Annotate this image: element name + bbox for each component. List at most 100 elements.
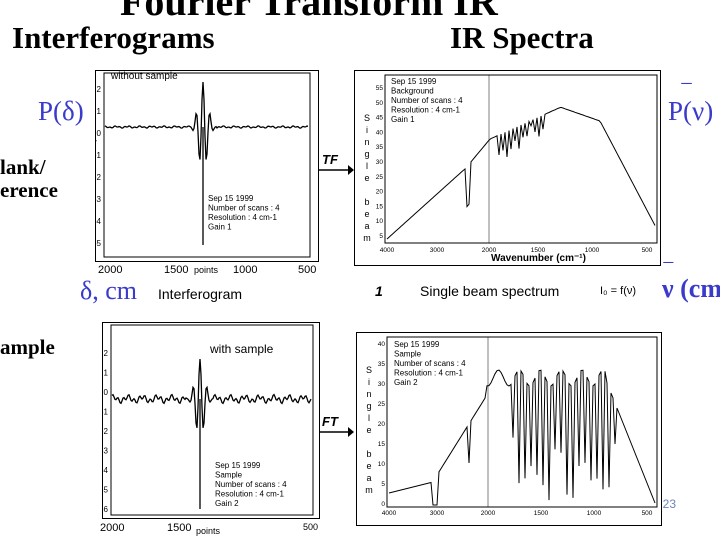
info-0: Sep 15 1999 — [394, 340, 440, 349]
yaxis-letter-9: a — [364, 221, 369, 231]
ytick-0: 2 — [104, 349, 109, 358]
background-spectrum-panel: Sep 15 1999 Background Number of scans : 4… — [354, 70, 661, 266]
info-1: Sample — [394, 350, 422, 359]
ytick-10: 5 — [379, 233, 383, 240]
yaxis-letter-0: S — [364, 113, 370, 123]
delta-cm-label: δ, cm — [80, 276, 137, 306]
ytick-0: 55 — [376, 85, 384, 92]
bl-xunit: points — [196, 526, 220, 536]
ytick-2: 30 — [378, 381, 386, 388]
interferogram-blank-panel: 2 1 0 -1 -2 -3 -4 -5 without sample Sep 15 1999… — [95, 70, 319, 262]
ir-spectra-heading: IR Spectra — [450, 20, 594, 56]
tl-xtick-0: 2000 — [98, 264, 122, 276]
yaxis-letter-7: b — [366, 449, 371, 459]
ytick-4: 20 — [378, 421, 386, 428]
background-spectrum-curve — [387, 107, 655, 239]
bl-xaxis: 2000 1500 points 500 — [100, 522, 322, 538]
tl-xaxis: 2000 1500 points 1000 500 — [98, 264, 318, 278]
yaxis-letter-3: g — [364, 149, 369, 159]
info-2: Number of scans : 4 — [394, 359, 466, 368]
yaxis-letter-10: m — [365, 485, 373, 495]
ytick-7: -5 — [103, 486, 109, 495]
interferogram-caption: Interferogram — [158, 286, 242, 302]
xtick-5: 500 — [642, 247, 653, 254]
p-nu-overbar: ‾ — [682, 81, 691, 112]
info-4: Gain 1 — [391, 115, 415, 124]
yaxis-letter-2: n — [366, 389, 371, 399]
interferogram-sample-plot: with sample Sep 15 1999SampleNumber of s… — [103, 323, 319, 518]
ytick-4: -2 — [96, 173, 102, 182]
tl-annotation: without sample — [110, 71, 178, 82]
xtick-0: 4000 — [380, 247, 395, 254]
info-1: Number of scans : 4 — [208, 204, 280, 213]
ytick-8: -6 — [103, 505, 109, 514]
info-0: Sep 15 1999 — [215, 461, 261, 470]
ytick-2: 0 — [97, 129, 102, 138]
io-formula: I₀ = f(ν) — [600, 285, 636, 297]
info-1: Background — [391, 87, 434, 96]
xtick-0: 4000 — [382, 510, 397, 517]
sample-spectrum-curve — [389, 370, 655, 505]
slide-number: 23 — [663, 497, 676, 511]
info-0: Sep 15 1999 — [208, 194, 254, 203]
ytick-4: 35 — [376, 144, 384, 151]
yaxis-letter-8: e — [366, 461, 371, 471]
yaxis-letter-1: i — [368, 377, 370, 387]
ytick-3: 40 — [376, 129, 384, 136]
info-3: Gain 1 — [208, 223, 232, 232]
ytick-9: 10 — [376, 218, 384, 225]
blank-label-line1: lank/ — [0, 156, 58, 179]
yaxis-letter-0: V — [96, 139, 97, 148]
ytick-3: -1 — [96, 151, 102, 160]
xtick-4: 1000 — [587, 510, 602, 517]
info-2: Number of scans : 4 — [391, 96, 463, 105]
ytick-5: 15 — [378, 441, 386, 448]
bl-xtick-3: 500 — [303, 522, 318, 532]
blank-label-line2: erence — [0, 179, 58, 202]
ytick-8: 0 — [381, 501, 385, 508]
tl-xtick-2: 1000 — [233, 264, 257, 276]
ytick-1: 1 — [97, 107, 102, 116]
bl-annotation: with sample — [209, 342, 274, 356]
bl-xtick-0: 2000 — [100, 522, 124, 534]
ytick-1: 1 — [104, 369, 109, 378]
ytick-6: 25 — [376, 174, 384, 181]
yaxis-letter-3: g — [366, 401, 371, 411]
ytick-3: -1 — [103, 408, 109, 417]
yaxis-letter-1: i — [366, 125, 368, 135]
ytick-8: 15 — [376, 203, 384, 210]
ft-arrow-icon — [314, 424, 354, 440]
ytick-1: 35 — [378, 361, 386, 368]
ytick-5: 30 — [376, 159, 384, 166]
info-3: Resolution : 4 cm-1 — [391, 106, 460, 115]
xtick-5: 500 — [642, 510, 653, 517]
ytick-0: 40 — [378, 341, 386, 348]
ytick-5: -3 — [103, 447, 109, 456]
nu-overbar: ‾ — [664, 260, 673, 290]
tf-arrow-icon — [314, 162, 354, 178]
p-delta-label: P(δ) — [38, 96, 84, 127]
nu-cm-label: ν (cm ‾ — [662, 274, 720, 304]
info-2: Resolution : 4 cm-1 — [208, 213, 277, 222]
tl-xtick-1: 1500 — [164, 264, 188, 276]
blank-reference-label: lank/ erence — [0, 156, 58, 202]
info-1: Sample — [215, 471, 243, 480]
yaxis-letter-4: l — [366, 161, 368, 171]
ytick-2: 0 — [104, 388, 109, 397]
xtick-1: 3000 — [430, 510, 445, 517]
bl-xtick-1: 1500 — [167, 522, 191, 534]
yaxis-letter-8: e — [364, 209, 369, 219]
yaxis-letter-2: n — [364, 137, 369, 147]
yaxis-letter-9: a — [366, 473, 371, 483]
ytick-7: 20 — [376, 189, 384, 196]
info-4: Gain 2 — [394, 378, 418, 387]
yaxis-letter-10: m — [363, 233, 371, 243]
sample-spectrum-plot: Sep 15 1999SampleNumber of scans : 4Reso… — [357, 333, 661, 525]
ytick-0: 2 — [97, 85, 102, 94]
p-nu-label: P(ν) ‾ — [668, 96, 713, 127]
interferogram-blank-curve — [105, 82, 308, 245]
yaxis-letter-5: e — [366, 425, 371, 435]
yaxis-letter-4: l — [368, 413, 370, 423]
ytick-3: 25 — [378, 401, 386, 408]
ytick-5: -3 — [96, 195, 102, 204]
